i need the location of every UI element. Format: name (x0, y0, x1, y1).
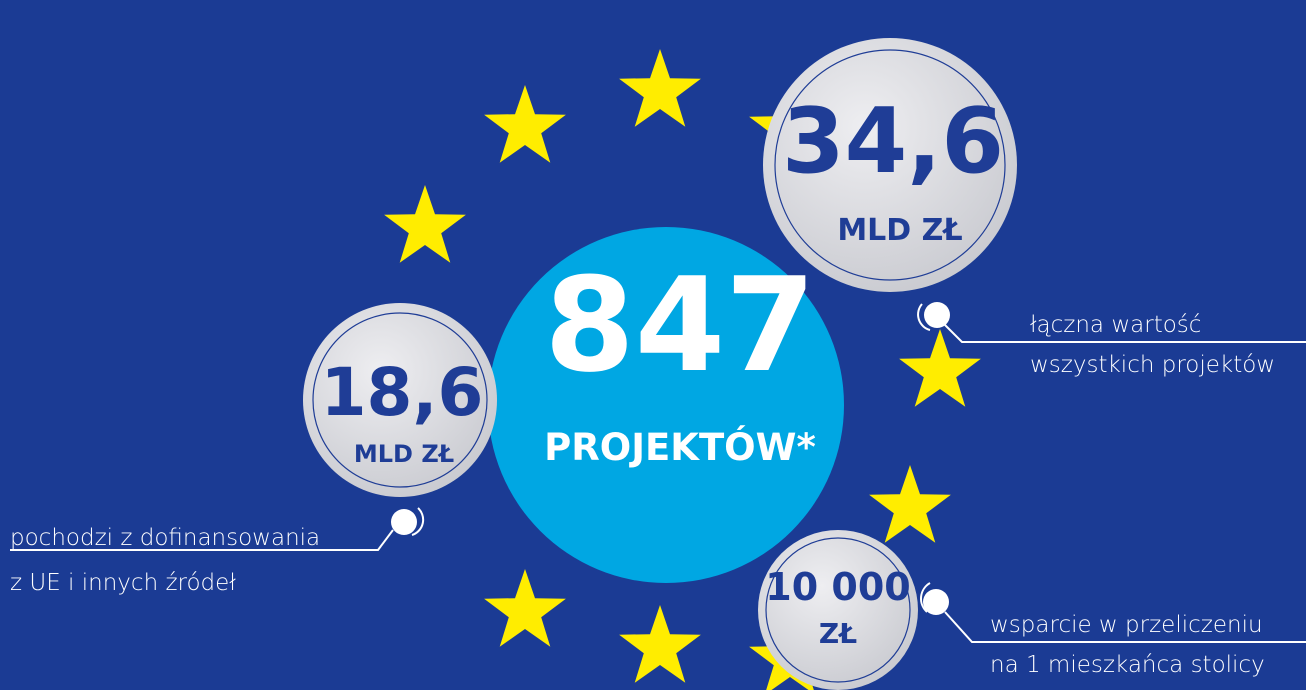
caption: wszystkich projektów (1030, 352, 1275, 378)
bubble-ring (765, 537, 911, 683)
star (619, 605, 701, 683)
bubble-unit: ZŁ (819, 617, 857, 650)
bubble (303, 303, 497, 497)
star (899, 329, 981, 407)
bubble-unit: MLD ZŁ (837, 213, 962, 248)
caption: na 1 mieszkańca stolicy (990, 652, 1265, 678)
main-value: 847 (544, 249, 815, 401)
bubble-value: 34,6 (782, 89, 1004, 194)
connector-line (944, 611, 1306, 643)
caption: wsparcie w przeliczeniu (990, 612, 1263, 638)
main-circle (488, 227, 844, 583)
main-label: PROJEKTÓW* (544, 425, 816, 469)
star (484, 85, 566, 163)
caption: łączna wartość (1030, 312, 1201, 338)
connector-line (944, 324, 1306, 343)
bubble (763, 38, 1017, 292)
star (619, 49, 701, 127)
bubble-ring (312, 312, 488, 488)
connector-arc (917, 303, 931, 331)
star (484, 569, 566, 647)
bubble-value: 18,6 (321, 354, 484, 431)
bubble (758, 530, 918, 690)
connector-arc (920, 582, 931, 613)
dot (391, 509, 417, 535)
caption: pochodzi z dofinansowania (10, 525, 320, 551)
connector-line (10, 529, 394, 551)
star (869, 465, 951, 543)
bubble-ring (774, 49, 1006, 281)
connector-arc (411, 507, 425, 536)
star (384, 185, 466, 263)
connectors (10, 303, 1306, 643)
bubble-unit: MLD ZŁ (354, 440, 454, 468)
dot (924, 302, 950, 328)
dot (923, 589, 949, 615)
caption: z UE i innych źródeł (10, 570, 236, 596)
bubble-value: 10 000 (765, 565, 910, 609)
